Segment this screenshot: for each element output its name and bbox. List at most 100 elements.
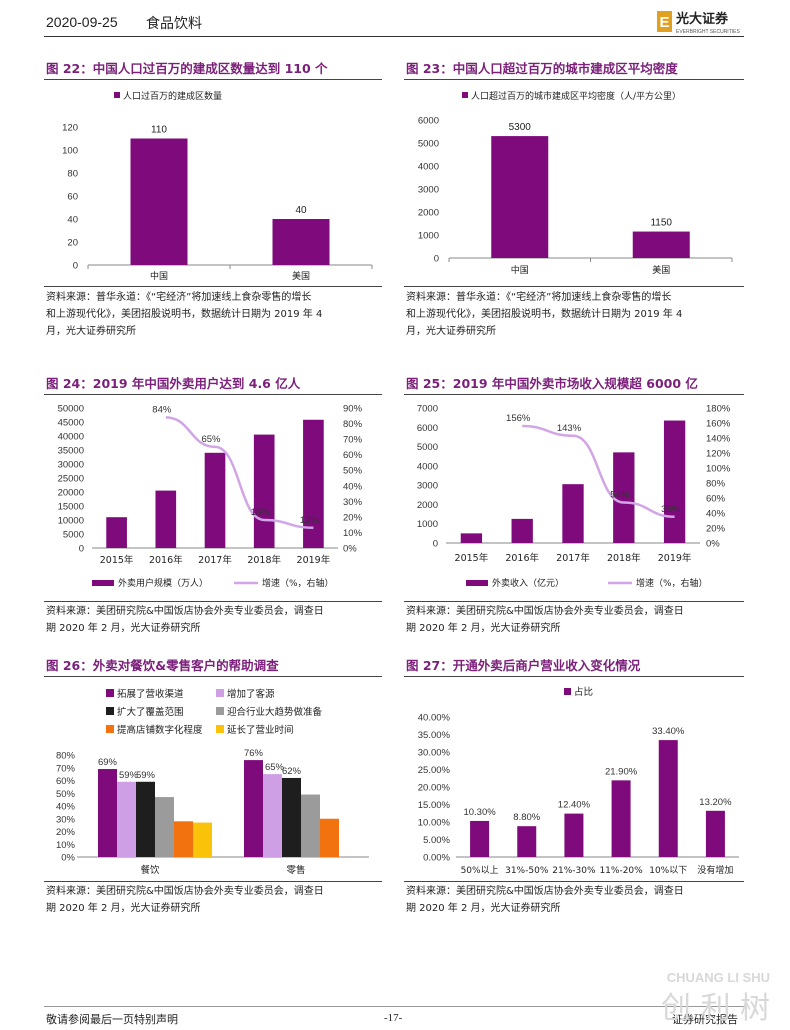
legend-label: 外卖收入（亿元） [492, 577, 564, 589]
data-label: 10.30% [463, 807, 496, 818]
fig22-title-rule [44, 79, 382, 80]
fig23-chart: 0 1000 2000 3000 4000 5000 6000 5300 中国 1150 美国 人口超… [418, 90, 733, 276]
legend-swatch [216, 725, 224, 733]
bar [193, 822, 212, 857]
growth-line [522, 424, 675, 518]
fig27-source: 资料来源：美团研究院&中国饭店协会外卖专业委员会，调查日 期 2020 年 2 … [406, 883, 684, 917]
x-tick-label: 10%以下 [649, 866, 687, 876]
y-tick-label: 60% [56, 776, 76, 787]
y2-tick-label: 20% [706, 524, 726, 535]
bar [272, 219, 330, 265]
report-category: 食品饮料 [146, 16, 202, 32]
y-tick-label: 0 [434, 254, 439, 265]
fig25-title-rule [404, 394, 744, 395]
logo-letter: E [659, 14, 669, 31]
x-tick-label: 美国 [652, 264, 670, 276]
fig26-source-rule [44, 881, 382, 882]
legend-swatch [216, 707, 224, 715]
legend-label: 人口过百万的建成区数量 [123, 90, 222, 102]
fig23-source: 资料来源：普华永道：《“宅经济”将加速线上食杂零售的增长 和上游现代化》，美团招… [406, 289, 682, 340]
legend-label: 人口超过百万的城市建成区平均密度（人/平方公里） [471, 90, 681, 102]
watermark-logo: CHUANG LI SHU 创 利 树 [661, 970, 770, 1026]
legend-swatch [106, 689, 114, 697]
y-tick-label: 1000 [417, 519, 438, 530]
y-tick-label: 0 [433, 539, 438, 550]
bar [155, 490, 177, 548]
y2-tick-label: 0% [706, 539, 720, 550]
data-label: 12.40% [558, 800, 591, 811]
logo-cn: 光大证券 [675, 11, 729, 27]
legend-swatch-bar [466, 580, 488, 586]
y-tick-label: 30% [56, 814, 76, 825]
y-tick-label: 5000 [418, 139, 439, 150]
data-label: 65% [265, 762, 285, 773]
x-tick-label: 11%-20% [599, 866, 643, 876]
y-tick-label: 4000 [418, 162, 439, 173]
line-data-label: 35% [661, 504, 681, 515]
y-tick-label: 80% [56, 751, 76, 762]
bar [613, 452, 635, 543]
fig24-source-line: 期 2020 年 2 月，光大证券研究所 [46, 623, 201, 634]
data-label: 21.90% [605, 766, 638, 777]
y-tick-label: 4000 [417, 461, 438, 472]
bar [301, 794, 320, 857]
data-label: 110 [151, 125, 167, 136]
fig23-source-line: 月，光大证券研究所 [406, 326, 496, 337]
y-tick-label: 60 [67, 192, 78, 203]
legend-label: 扩大了覆盖范围 [117, 706, 184, 718]
bar [705, 810, 725, 857]
fig24-source-line: 资料来源：美团研究院&中国饭店协会外卖专业委员会，调查日 [46, 606, 324, 617]
x-tick-label: 中国 [511, 264, 529, 276]
x-tick-label: 美国 [292, 270, 310, 282]
data-label: 8.80% [513, 812, 540, 823]
x-tick-label: 2019年 [297, 554, 331, 566]
bar [611, 780, 631, 857]
data-label: 62% [282, 766, 302, 777]
fig26-source: 资料来源：美团研究院&中国饭店协会外卖专业委员会，调查日 期 2020 年 2 … [46, 883, 324, 917]
x-tick-label: 2018年 [607, 552, 641, 564]
bar [517, 826, 537, 857]
bar [98, 769, 117, 857]
report-date: 2020-09-25 [46, 14, 118, 30]
bar [106, 517, 127, 548]
data-label: 69% [98, 757, 118, 768]
y-tick-label: 20.00% [418, 783, 451, 794]
everbright-logo: E 光大证券 EVERBRIGHT SECURITIES [657, 11, 740, 35]
fig22-title: 图 22：中国人口过百万的建成区数量达到 110 个 [46, 61, 328, 76]
y-tick-label: 10000 [58, 516, 84, 527]
y-tick-label: 25000 [58, 474, 84, 485]
y2-tick-label: 100% [706, 464, 731, 475]
bar [658, 740, 678, 857]
line-data-label: 18% [251, 507, 271, 518]
fig22-source-line: 月，光大证券研究所 [46, 326, 136, 337]
fig24-title-rule [44, 394, 382, 395]
y-tick-label: 20% [56, 827, 76, 838]
fig22-source-line: 和上游现代化》，美团招股说明书，数据统计日期为 2019 年 4 [46, 309, 323, 320]
fig24-source: 资料来源：美团研究院&中国饭店协会外卖专业委员会，调查日 期 2020 年 2 … [46, 603, 324, 637]
legend-swatch [462, 92, 468, 98]
y2-tick-label: 60% [706, 494, 726, 505]
y-tick-label: 6000 [418, 116, 439, 127]
legend-swatch-bar [92, 580, 114, 586]
fig22-source-line: 资料来源：普华永道：《“宅经济”将加速线上食杂零售的增长 [46, 292, 312, 303]
footer-report-type: 证券研究报告 [672, 1013, 738, 1026]
y-tick-label: 120 [62, 123, 78, 134]
y-tick-label: 0 [79, 544, 84, 555]
bar [320, 818, 339, 857]
x-tick-label: 2015年 [455, 552, 489, 564]
y2-tick-label: 80% [706, 479, 726, 490]
growth-line [165, 416, 314, 530]
x-tick-label: 2016年 [505, 552, 539, 564]
data-label: 33.40% [652, 726, 685, 737]
legend-label: 占比 [574, 686, 593, 698]
bar [632, 231, 690, 258]
data-label: 59% [119, 770, 139, 781]
legend-label: 增加了客源 [227, 688, 275, 700]
fig27-title-rule [404, 676, 744, 677]
fig23-source-line: 资料来源：普华永道：《“宅经济”将加速线上食杂零售的增长 [406, 292, 672, 303]
fig26-title: 图 26：外卖对餐饮&零售客户的帮助调查 [46, 658, 279, 673]
fig22-chart: 0 20 40 60 80 100 120 110 中国 40 美国 人口过百万的建成区数量 [62, 90, 373, 282]
fig24-source-rule [44, 601, 382, 602]
fig24-title: 图 24：2019 年中国外卖用户达到 4.6 亿人 [46, 376, 301, 391]
y-tick-label: 0.00% [423, 853, 450, 864]
